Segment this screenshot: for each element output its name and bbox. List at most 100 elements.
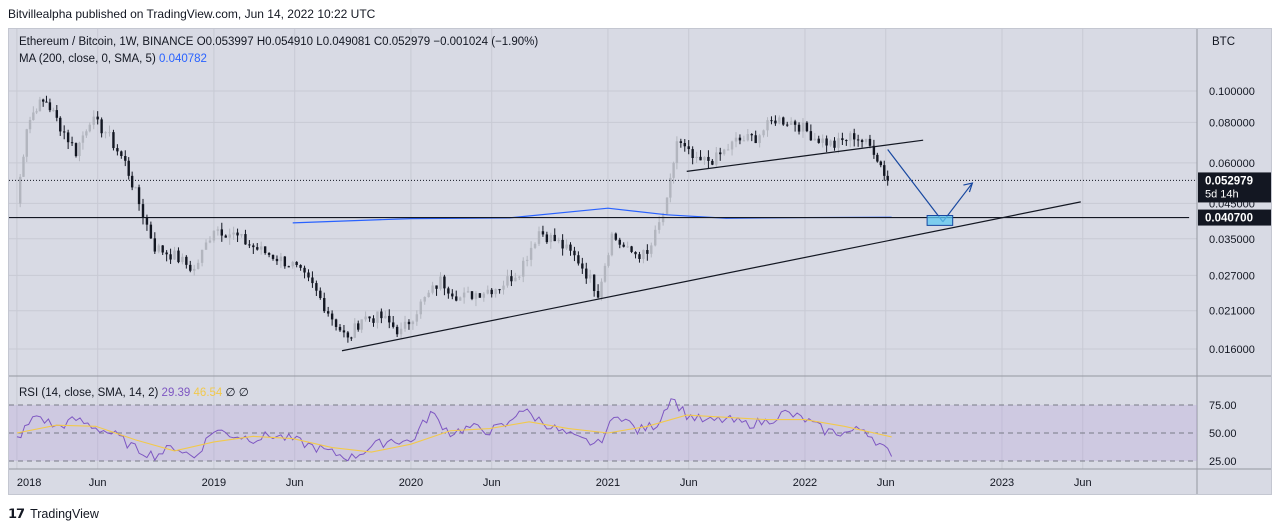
candle-body bbox=[557, 239, 560, 242]
candle-body bbox=[372, 318, 375, 323]
candle-body bbox=[746, 134, 750, 141]
tradingview-logo-icon: 𝟭𝟳 bbox=[8, 506, 25, 521]
candle-body bbox=[18, 176, 22, 204]
candle-body bbox=[104, 132, 107, 134]
candle-body bbox=[108, 132, 111, 134]
candle-body bbox=[295, 261, 298, 265]
candle-body bbox=[607, 255, 610, 266]
candle-body bbox=[41, 99, 45, 102]
candle-body bbox=[458, 297, 462, 301]
chart-container[interactable]: 2018 Jun 2019 Jun 2020 Jun 2021 Jun 2022 Jun 2023 J… bbox=[8, 28, 1272, 495]
candle-body bbox=[169, 254, 172, 260]
x-tick-label: 2020 bbox=[399, 477, 423, 489]
x-tick-label: Jun bbox=[877, 477, 895, 489]
candle-body bbox=[592, 274, 596, 292]
candle-body bbox=[52, 110, 55, 112]
candle-body bbox=[70, 142, 74, 144]
candle-body bbox=[120, 151, 123, 156]
ma-label: MA (200, close, 0, SMA, 5) bbox=[19, 53, 156, 65]
candle-body bbox=[634, 251, 637, 255]
candle-body bbox=[181, 256, 184, 263]
candle-body bbox=[766, 120, 769, 131]
low-value: L0.049081 bbox=[316, 36, 371, 48]
x-tick-label: Jun bbox=[89, 477, 107, 489]
candle-body bbox=[525, 259, 529, 261]
candle-body bbox=[742, 140, 746, 142]
candle-body bbox=[498, 289, 501, 291]
candle-body bbox=[275, 258, 279, 262]
symbol-legend: Ethereum / Bitcoin, 1W, BINANCE O0.05399… bbox=[19, 36, 538, 48]
ma-line bbox=[292, 207, 892, 224]
candle-body bbox=[793, 121, 797, 125]
candle-body bbox=[722, 149, 726, 155]
candle-body bbox=[177, 250, 180, 263]
candle-body bbox=[130, 175, 134, 188]
candle-body bbox=[669, 177, 672, 198]
candle-body bbox=[646, 250, 649, 254]
candle-body bbox=[502, 285, 505, 290]
candle-body bbox=[549, 234, 553, 243]
candle-body bbox=[770, 120, 773, 122]
ma-price-label: 0.040700 bbox=[1205, 213, 1253, 225]
candle-body bbox=[707, 156, 710, 161]
change-value: −0.001024 (−1.90%) bbox=[433, 36, 539, 48]
candle-body bbox=[856, 139, 860, 141]
candle-body bbox=[279, 256, 283, 262]
candle-body bbox=[407, 321, 411, 325]
candle-body bbox=[703, 156, 706, 161]
candle-body bbox=[350, 337, 353, 339]
candle-body bbox=[754, 135, 757, 144]
candle-body bbox=[762, 130, 765, 136]
candle-body bbox=[715, 152, 718, 165]
candle-body bbox=[801, 122, 805, 132]
candle-body bbox=[364, 316, 367, 320]
candle-body bbox=[462, 292, 466, 298]
candle-body bbox=[224, 235, 227, 238]
candle-body bbox=[699, 156, 702, 161]
candle-body bbox=[719, 152, 722, 155]
candle-body bbox=[38, 99, 42, 112]
candle-body bbox=[353, 323, 356, 338]
trend-line bbox=[887, 149, 944, 223]
candle-body bbox=[750, 134, 753, 136]
candle-body bbox=[240, 234, 243, 236]
candle-body bbox=[248, 244, 251, 246]
candle-body bbox=[829, 140, 832, 146]
candle-body bbox=[96, 116, 99, 120]
price-chart[interactable]: 2018 Jun 2019 Jun 2020 Jun 2021 Jun 2022 Jun 2023 J… bbox=[9, 29, 1271, 494]
candle-body bbox=[833, 140, 836, 148]
candle-body bbox=[482, 293, 486, 298]
candle-body bbox=[565, 244, 568, 249]
candle-body bbox=[478, 293, 482, 298]
candle-body bbox=[85, 131, 88, 136]
candle-body bbox=[672, 163, 675, 178]
candle-body bbox=[357, 323, 360, 330]
candle-body bbox=[346, 332, 350, 338]
last-price-label: 0.052979 bbox=[1205, 175, 1253, 187]
x-tick-label: 2018 bbox=[17, 477, 41, 489]
candle-body bbox=[443, 276, 446, 289]
candle-body bbox=[585, 268, 588, 279]
candle-body bbox=[25, 129, 28, 157]
candle-body bbox=[338, 326, 342, 331]
candle-body bbox=[789, 121, 793, 125]
candle-body bbox=[581, 263, 584, 269]
candle-body bbox=[738, 137, 742, 141]
candle-body bbox=[561, 239, 564, 249]
candle-body bbox=[821, 138, 824, 143]
candle-body bbox=[691, 149, 694, 159]
candle-body bbox=[228, 234, 231, 238]
candle-body bbox=[533, 243, 537, 248]
rsi-extra: ∅ ∅ bbox=[225, 387, 249, 399]
countdown-label: 5d 14h bbox=[1205, 188, 1239, 200]
candle-body bbox=[92, 116, 95, 125]
rsi-tick-label: 25.00 bbox=[1209, 456, 1237, 468]
candle-body bbox=[864, 138, 868, 143]
x-tick-label: Jun bbox=[1074, 477, 1092, 489]
candle-body bbox=[569, 244, 572, 251]
candle-body bbox=[474, 293, 478, 299]
x-tick-label: 2022 bbox=[793, 477, 817, 489]
candle-body bbox=[860, 140, 864, 143]
candle-body bbox=[127, 160, 130, 176]
rsi-tick-label: 50.00 bbox=[1209, 428, 1237, 440]
